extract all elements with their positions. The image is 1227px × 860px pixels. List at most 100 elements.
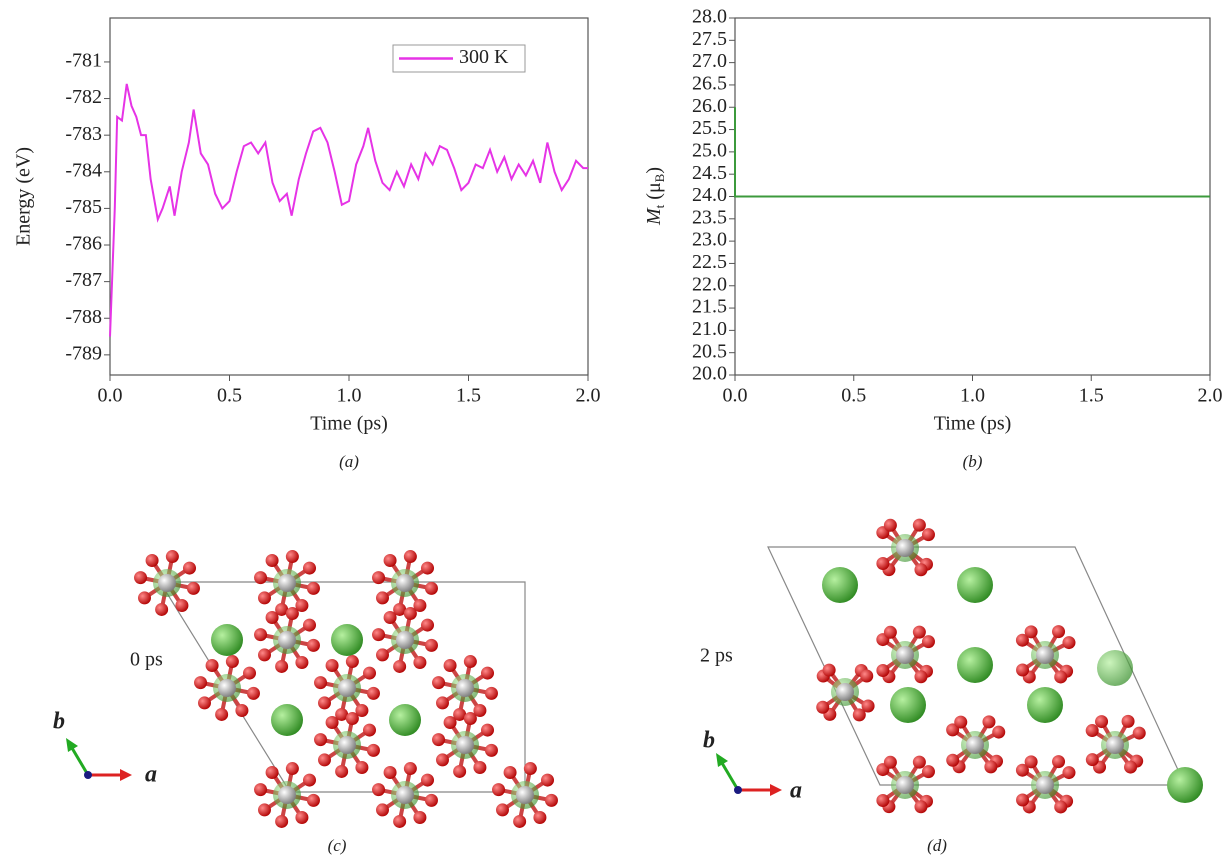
- atom: [206, 659, 219, 672]
- x-tick-label: 1.5: [456, 385, 481, 407]
- atom: [876, 794, 889, 807]
- atom: [367, 744, 380, 757]
- atom: [275, 660, 288, 673]
- y-label-part: (μ: [643, 182, 665, 204]
- atom: [286, 607, 299, 620]
- y-tick-label: -788: [65, 306, 102, 328]
- atom: [436, 696, 449, 709]
- atom: [393, 660, 406, 673]
- y-axis-label: Energy (eV): [13, 147, 35, 246]
- atom: [372, 783, 385, 796]
- y-tick-label: 22.0: [692, 273, 727, 295]
- atom: [922, 635, 935, 648]
- atom: [303, 774, 316, 787]
- atom: [363, 724, 376, 737]
- atom: [1052, 625, 1065, 638]
- axis-a-label: a: [790, 778, 802, 804]
- atom: [1052, 755, 1065, 768]
- atom: [984, 760, 997, 773]
- atom: [389, 704, 421, 736]
- x-tick-label: 1.0: [337, 385, 362, 407]
- x-tick-label: 2.0: [576, 385, 601, 407]
- x-tick-label: 1.5: [1079, 385, 1104, 407]
- atom: [376, 648, 389, 661]
- atom: [295, 811, 308, 824]
- y-tick-label: 21.0: [692, 318, 727, 340]
- atom: [275, 815, 288, 828]
- atom: [545, 794, 558, 807]
- atom: [1167, 767, 1203, 803]
- x-tick-label: 0.0: [723, 385, 748, 407]
- atom: [254, 628, 267, 641]
- atom: [421, 774, 434, 787]
- atom: [485, 687, 498, 700]
- atom: [453, 765, 466, 778]
- atom: [524, 762, 537, 775]
- atom: [211, 624, 243, 656]
- atom: [816, 701, 829, 714]
- y-tick-label: 20.0: [692, 363, 727, 385]
- atom: [432, 733, 445, 746]
- atom: [338, 736, 356, 754]
- atom: [1016, 793, 1029, 806]
- y-tick-label: -781: [65, 50, 102, 72]
- atom: [876, 557, 889, 570]
- y-tick-label: 20.5: [692, 340, 727, 362]
- atom: [396, 631, 414, 649]
- atom: [896, 539, 914, 557]
- page: {"chart_data": [ {"type": "line", "capti…: [0, 0, 1227, 860]
- y-tick-label: 22.5: [692, 251, 727, 273]
- axis-b-label: b: [53, 709, 65, 735]
- atom: [890, 687, 926, 723]
- atom: [822, 567, 858, 603]
- atom: [413, 656, 426, 669]
- atom: [884, 519, 897, 532]
- atom: [966, 736, 984, 754]
- atom: [393, 815, 406, 828]
- atom: [913, 626, 926, 639]
- atom: [158, 574, 176, 592]
- atom: [884, 756, 897, 769]
- atom: [166, 550, 179, 563]
- atom: [318, 753, 331, 766]
- atom: [913, 519, 926, 532]
- atom: [175, 599, 188, 612]
- atom: [914, 800, 927, 813]
- atom: [954, 716, 967, 729]
- atom: [1027, 687, 1063, 723]
- y-tick-label: -782: [65, 86, 102, 108]
- atom: [896, 776, 914, 794]
- atom: [346, 712, 359, 725]
- atom: [464, 655, 477, 668]
- x-axis-label: Time (ps): [934, 413, 1012, 435]
- atom: [456, 679, 474, 697]
- atom: [266, 611, 279, 624]
- atom: [254, 571, 267, 584]
- atom: [876, 664, 889, 677]
- atom: [1054, 800, 1067, 813]
- atom: [425, 639, 438, 652]
- atom: [421, 619, 434, 632]
- atom: [372, 628, 385, 641]
- atom: [1122, 715, 1135, 728]
- data-line: [110, 84, 588, 337]
- atom: [884, 626, 897, 639]
- atom: [194, 676, 207, 689]
- atom: [187, 582, 200, 595]
- y-tick-label: -787: [65, 269, 102, 291]
- y-tick-label: -786: [65, 233, 102, 255]
- legend-label: 300 K: [459, 46, 509, 68]
- atom: [335, 765, 348, 778]
- atom: [425, 582, 438, 595]
- atom: [516, 786, 534, 804]
- atom: [957, 647, 993, 683]
- atom: [896, 646, 914, 664]
- atom: [481, 667, 494, 680]
- atom: [307, 794, 320, 807]
- atom: [504, 766, 517, 779]
- atom: [215, 708, 228, 721]
- atom: [376, 803, 389, 816]
- atom: [853, 708, 866, 721]
- time-label: 0 ps: [130, 649, 163, 671]
- atom: [1095, 715, 1108, 728]
